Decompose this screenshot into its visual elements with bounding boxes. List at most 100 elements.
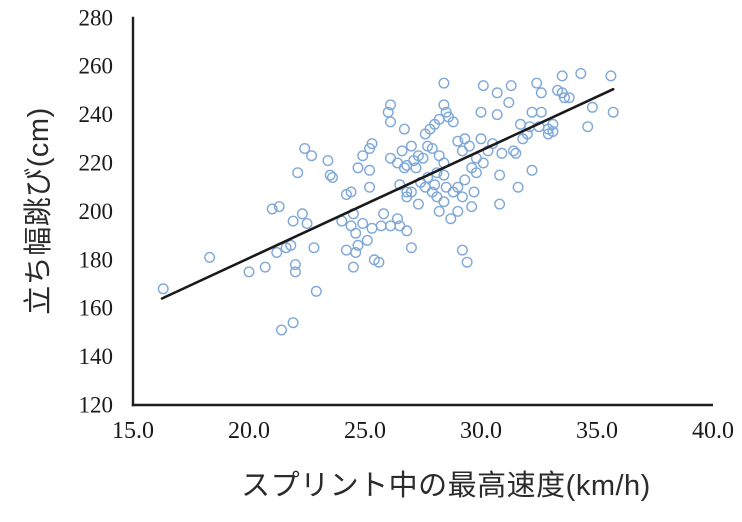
scatter-point [292, 167, 304, 179]
scatter-point [401, 191, 413, 203]
scatter-point [535, 87, 547, 99]
scatter-point [287, 317, 299, 329]
scatter-point [385, 116, 397, 128]
scatter-point [510, 147, 522, 159]
y-tick-label: 140 [79, 344, 114, 369]
scatter-point [401, 159, 413, 171]
scatter-point [445, 213, 457, 225]
scatter-point [531, 77, 543, 89]
scatter-point [438, 196, 450, 208]
scatter-point [433, 205, 445, 217]
scatter-point [563, 92, 575, 104]
scatter-point [526, 164, 538, 176]
scatter-point [366, 222, 378, 234]
x-tick-label: 25.0 [344, 418, 386, 444]
scatter-point [456, 244, 468, 256]
scatter-point [357, 150, 369, 162]
scatter-point [401, 225, 413, 237]
scatter-point [477, 157, 489, 169]
scatter-point [285, 239, 297, 251]
scatter-point [364, 181, 376, 193]
scatter-point [468, 186, 480, 198]
scatter-point [276, 324, 288, 336]
scatter-point [559, 92, 571, 104]
x-tick-label: 40.0 [692, 418, 734, 444]
y-tick-label: 200 [79, 199, 114, 224]
scatter-point [352, 162, 364, 174]
scatter-point [470, 167, 482, 179]
scatter-point [398, 162, 410, 174]
scatter-point [456, 191, 468, 203]
scatter-point [301, 217, 313, 229]
x-axis-title: スプリント中の最高速度(km/h) [241, 470, 651, 502]
scatter-point [496, 147, 508, 159]
scatter-point [347, 261, 359, 273]
scatter-point [494, 169, 506, 181]
scatter-point [398, 123, 410, 135]
scatter-point [512, 181, 524, 193]
scatter-point [327, 171, 339, 183]
scatter-point [306, 150, 318, 162]
y-tick-label: 160 [79, 296, 114, 321]
scatter-point [352, 239, 364, 251]
scatter-point [361, 234, 373, 246]
y-tick-label: 180 [79, 247, 114, 272]
scatter-point [350, 227, 362, 239]
trend-line [160, 87, 615, 300]
scatter-point [385, 152, 397, 164]
scatter-point [491, 109, 503, 121]
scatter-point [324, 169, 336, 181]
scatter-point [412, 198, 424, 210]
scatter-point [503, 96, 515, 108]
scatter-point [357, 217, 369, 229]
scatter-point [299, 142, 311, 154]
scatter-point [582, 121, 594, 133]
scatter-point [505, 80, 517, 92]
scatter-point [289, 266, 301, 278]
scatter-point [426, 142, 438, 154]
scatter-point [575, 67, 587, 79]
scatter-point [345, 186, 357, 198]
scatter-point [526, 106, 538, 118]
scatter-point [429, 179, 441, 191]
scatter-point [412, 150, 424, 162]
scatter-point [607, 106, 619, 118]
scatter-point [438, 99, 450, 111]
scatter-point [364, 164, 376, 176]
scatter-point [452, 181, 464, 193]
scatter-point [204, 251, 216, 263]
scatter-point [447, 116, 459, 128]
scatter-point [508, 145, 520, 157]
scatter-point [157, 283, 169, 295]
scatter-point [287, 215, 299, 227]
scatter-point [438, 77, 450, 89]
scatter-point [547, 118, 559, 130]
scatter-point [461, 256, 473, 268]
scatter-point [392, 157, 404, 169]
scatter-point [396, 145, 408, 157]
x-tick-label: 15.0 [112, 418, 154, 444]
scatter-point [350, 246, 362, 258]
scatter-point [405, 242, 417, 254]
scatter-point [440, 181, 452, 193]
scatter-point [452, 135, 464, 147]
scatter-point [535, 106, 547, 118]
scatter-point [385, 99, 397, 111]
x-tick-label: 35.0 [576, 418, 618, 444]
scatter-point [586, 101, 598, 113]
scatter-point [477, 80, 489, 92]
scatter-point [392, 213, 404, 225]
scatter-point [340, 244, 352, 256]
y-axis-title: 立ち幅跳び(cm) [23, 107, 55, 315]
scatter-point [322, 155, 334, 167]
scatter-point [491, 87, 503, 99]
scatter-point [556, 70, 568, 82]
scatter-point [463, 140, 475, 152]
y-tick-label: 260 [79, 54, 114, 79]
scatter-point [438, 169, 450, 181]
scatter-point [456, 145, 468, 157]
scatter-point [459, 174, 471, 186]
scatter-point [373, 256, 385, 268]
